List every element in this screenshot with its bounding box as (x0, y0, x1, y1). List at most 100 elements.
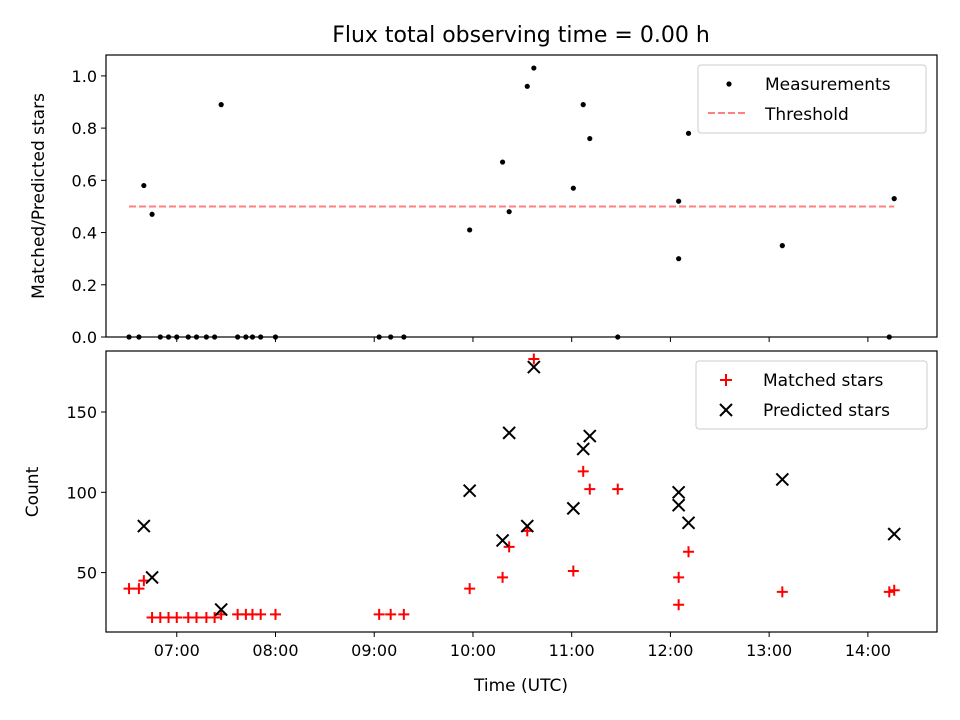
measurement-point (580, 102, 586, 108)
predicted-stars-point (495, 533, 510, 548)
measurement-point (467, 227, 473, 233)
top-y-ticks: 0.0 0.2 0.4 0.6 0.8 1.0 (72, 67, 106, 347)
matched-stars-point (398, 608, 410, 620)
measurement-point (891, 196, 897, 202)
measurement-point (499, 159, 506, 165)
measurement-point (136, 334, 142, 340)
predicted-stars-point (214, 602, 228, 617)
bottom-plot-marks (123, 353, 901, 624)
predicted-stars-point (502, 426, 516, 440)
matched-stars-point (577, 465, 589, 477)
measurement-point (218, 102, 224, 108)
measurement-point (401, 334, 407, 340)
counts-axes: Count Time (UTC) 50 100 150 07:00 08:00 09:0… (23, 350, 938, 696)
y-tick-label: 0.4 (72, 224, 97, 243)
legend-threshold-label: Threshold (764, 105, 849, 125)
y-tick-label: 150 (66, 403, 97, 422)
matched-stars-point (497, 571, 509, 583)
y-tick-label: 0.6 (72, 171, 97, 190)
predicted-stars-point (671, 498, 686, 512)
x-tick-label: 14:00 (845, 641, 891, 660)
legend-matched-marker (720, 374, 732, 386)
matched-stars-point (567, 565, 579, 577)
measurement-point (615, 334, 621, 340)
predicted-stars-point (583, 429, 597, 443)
matched-stars-point (503, 541, 515, 553)
x-tick-label: 08:00 (252, 641, 298, 660)
measurement-point (258, 334, 264, 340)
measurement-point (570, 185, 576, 191)
matched-stars-point (584, 483, 596, 495)
y-tick-label: 1.0 (72, 67, 97, 86)
measurement-point (141, 182, 147, 189)
predicted-stars-point (520, 519, 534, 533)
x-axis-label: Time (UTC) (473, 676, 568, 696)
predicted-stars-point (576, 442, 590, 456)
measurement-point (524, 83, 530, 89)
measurement-point (126, 334, 132, 340)
measurement-point (886, 334, 892, 340)
measurement-point (212, 334, 218, 340)
top-x-ticks (176, 337, 869, 342)
measurement-point (203, 334, 209, 340)
predicted-stars-point (462, 483, 477, 498)
matched-stars-point (133, 583, 145, 595)
measurements-axes: Matched/Predicted stars 0.0 0.2 0.4 0.6 0.8 1… (29, 54, 938, 347)
measurement-point (676, 256, 682, 262)
top-plot-frame (105, 54, 938, 338)
predicted-stars-point (775, 472, 790, 487)
legend-measurements-marker (726, 81, 732, 87)
predicted-stars-point (681, 516, 696, 530)
matched-stars-point (255, 608, 267, 620)
x-tick-label: 09:00 (351, 641, 397, 660)
y-tick-label: 0.8 (72, 119, 97, 138)
bottom-x-ticks: 07:00 08:00 09:00 10:00 11:00 12:00 13:00 14:00 (154, 632, 891, 660)
matched-stars-point (171, 612, 183, 624)
measurement-point (587, 135, 593, 142)
matched-stars-point (673, 571, 685, 583)
matched-stars-point (269, 608, 281, 620)
measurement-point (676, 198, 682, 204)
matched-stars-point (464, 583, 476, 595)
predicted-stars-point (527, 360, 541, 374)
measurement-point (235, 334, 241, 340)
x-tick-label: 11:00 (549, 641, 595, 660)
matched-stars-point (209, 612, 221, 624)
measurement-point (388, 334, 394, 340)
matched-stars-point (528, 353, 540, 365)
predicted-stars-point (566, 501, 581, 516)
legend-matched-label: Matched stars (763, 371, 883, 391)
legend-predicted-label: Predicted stars (763, 401, 890, 421)
matched-stars-point (612, 483, 624, 495)
measurement-point (376, 334, 382, 340)
matched-stars-point (673, 599, 685, 611)
top-plot-marks (126, 65, 897, 340)
y-tick-label: 50 (77, 564, 97, 583)
x-tick-label: 10:00 (450, 641, 496, 660)
y-tick-label: 0.2 (72, 276, 97, 295)
bottom-y-axis-label: Count (23, 466, 43, 517)
measurement-point (531, 65, 537, 71)
predicted-stars-point (137, 519, 151, 533)
measurement-point (174, 334, 180, 340)
y-tick-label: 0.0 (72, 328, 97, 347)
bottom-legend: Matched stars Predicted stars (695, 360, 928, 430)
bottom-legend-box (695, 360, 928, 430)
matched-stars-point (191, 612, 203, 624)
top-legend: Measurements Threshold (697, 64, 927, 134)
measurement-point (249, 334, 256, 340)
measurement-point (685, 130, 692, 136)
measurement-point (185, 334, 191, 340)
matched-stars-point (888, 584, 900, 596)
measurement-point (165, 334, 172, 340)
matched-stars-point (123, 583, 135, 595)
chart-title: Flux total observing time = 0.00 h (332, 23, 710, 48)
measurement-point (779, 243, 785, 249)
y-tick-label: 100 (66, 483, 97, 502)
matched-stars-point (385, 608, 397, 620)
legend-measurements-label: Measurements (765, 75, 891, 95)
measurement-point (157, 334, 163, 340)
measurement-point (506, 209, 512, 215)
x-tick-label: 13:00 (746, 641, 792, 660)
measurement-point (243, 334, 249, 340)
